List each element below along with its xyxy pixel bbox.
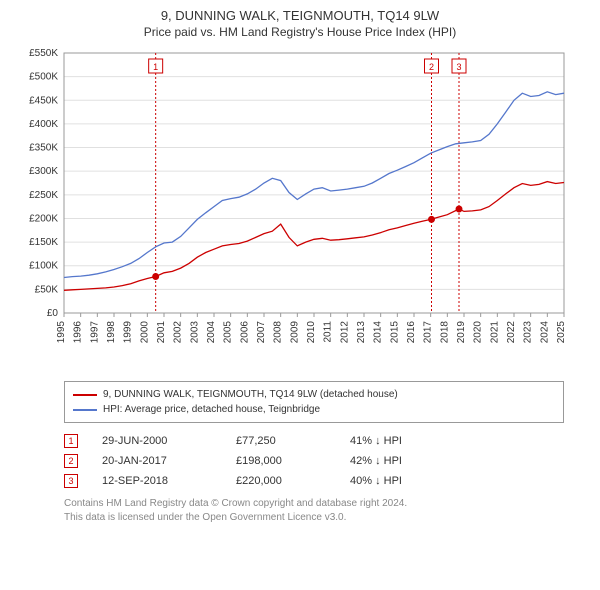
transaction-marker: 1 bbox=[64, 434, 78, 448]
footer-line-2: This data is licensed under the Open Gov… bbox=[64, 511, 588, 525]
legend-label: HPI: Average price, detached house, Teig… bbox=[103, 402, 320, 417]
svg-text:1: 1 bbox=[153, 62, 158, 72]
title-address: 9, DUNNING WALK, TEIGNMOUTH, TQ14 9LW bbox=[12, 8, 588, 23]
price-chart: £0 £50K £100K £150K £200K £250K £300K £350K £400… bbox=[12, 45, 588, 375]
svg-text:2: 2 bbox=[429, 62, 434, 72]
svg-text:2003: 2003 bbox=[189, 321, 200, 344]
legend-item: 9, DUNNING WALK, TEIGNMOUTH, TQ14 9LW (d… bbox=[73, 387, 555, 402]
svg-text:2018: 2018 bbox=[439, 321, 450, 344]
svg-text:£450K: £450K bbox=[29, 95, 58, 106]
svg-text:2002: 2002 bbox=[173, 321, 184, 344]
svg-text:2023: 2023 bbox=[523, 321, 534, 344]
transaction-date: 29-JUN-2000 bbox=[102, 435, 212, 447]
svg-text:£0: £0 bbox=[47, 308, 59, 319]
chart-container: 9, DUNNING WALK, TEIGNMOUTH, TQ14 9LW Pr… bbox=[0, 0, 600, 533]
title-subtitle: Price paid vs. HM Land Registry's House … bbox=[12, 25, 588, 39]
transaction-marker: 2 bbox=[64, 454, 78, 468]
svg-text:1996: 1996 bbox=[73, 321, 84, 344]
chart-area: £0 £50K £100K £150K £200K £250K £300K £350K £400… bbox=[12, 45, 588, 375]
svg-text:£250K: £250K bbox=[29, 190, 58, 201]
svg-text:£150K: £150K bbox=[29, 237, 58, 248]
legend: 9, DUNNING WALK, TEIGNMOUTH, TQ14 9LW (d… bbox=[64, 381, 564, 423]
svg-text:3: 3 bbox=[456, 62, 461, 72]
svg-text:2021: 2021 bbox=[489, 321, 500, 344]
legend-label: 9, DUNNING WALK, TEIGNMOUTH, TQ14 9LW (d… bbox=[103, 387, 398, 402]
transaction-delta: 40% ↓ HPI bbox=[350, 475, 450, 487]
transaction-date: 20-JAN-2017 bbox=[102, 455, 212, 467]
svg-text:2006: 2006 bbox=[239, 321, 250, 344]
svg-text:2000: 2000 bbox=[139, 321, 150, 344]
svg-text:2010: 2010 bbox=[306, 321, 317, 344]
footer-line-1: Contains HM Land Registry data © Crown c… bbox=[64, 497, 588, 511]
transaction-price: £77,250 bbox=[236, 435, 326, 447]
svg-text:2017: 2017 bbox=[423, 321, 434, 344]
svg-text:£50K: £50K bbox=[35, 284, 59, 295]
svg-text:2013: 2013 bbox=[356, 321, 367, 344]
svg-text:2014: 2014 bbox=[373, 321, 384, 344]
svg-text:2005: 2005 bbox=[223, 321, 234, 344]
svg-text:£550K: £550K bbox=[29, 48, 58, 59]
transaction-row: 1 29-JUN-2000 £77,250 41% ↓ HPI bbox=[64, 431, 564, 451]
svg-text:2015: 2015 bbox=[389, 321, 400, 344]
svg-text:£200K: £200K bbox=[29, 213, 58, 224]
legend-swatch bbox=[73, 394, 97, 396]
svg-text:2004: 2004 bbox=[206, 321, 217, 344]
svg-text:2025: 2025 bbox=[556, 321, 567, 344]
titles: 9, DUNNING WALK, TEIGNMOUTH, TQ14 9LW Pr… bbox=[12, 8, 588, 39]
svg-text:2011: 2011 bbox=[323, 321, 334, 343]
svg-text:2019: 2019 bbox=[456, 321, 467, 344]
svg-text:2008: 2008 bbox=[273, 321, 284, 344]
svg-text:2007: 2007 bbox=[256, 321, 267, 344]
svg-text:2001: 2001 bbox=[156, 321, 167, 344]
footer-attribution: Contains HM Land Registry data © Crown c… bbox=[64, 497, 588, 525]
svg-text:£300K: £300K bbox=[29, 166, 58, 177]
svg-text:1995: 1995 bbox=[56, 321, 67, 344]
svg-text:2022: 2022 bbox=[506, 321, 517, 344]
transaction-price: £220,000 bbox=[236, 475, 326, 487]
legend-swatch bbox=[73, 409, 97, 411]
svg-text:1999: 1999 bbox=[123, 321, 134, 344]
transaction-delta: 41% ↓ HPI bbox=[350, 435, 450, 447]
svg-text:2020: 2020 bbox=[473, 321, 484, 344]
svg-text:2012: 2012 bbox=[339, 321, 350, 344]
svg-text:£100K: £100K bbox=[29, 261, 58, 272]
svg-text:1997: 1997 bbox=[89, 321, 100, 344]
svg-text:2024: 2024 bbox=[539, 321, 550, 344]
transaction-price: £198,000 bbox=[236, 455, 326, 467]
svg-text:2016: 2016 bbox=[406, 321, 417, 344]
transaction-date: 12-SEP-2018 bbox=[102, 475, 212, 487]
transaction-delta: 42% ↓ HPI bbox=[350, 455, 450, 467]
transactions-table: 1 29-JUN-2000 £77,250 41% ↓ HPI 2 20-JAN-2017… bbox=[64, 431, 564, 491]
legend-item: HPI: Average price, detached house, Teig… bbox=[73, 402, 555, 417]
transaction-row: 2 20-JAN-2017 £198,000 42% ↓ HPI bbox=[64, 451, 564, 471]
transaction-marker: 3 bbox=[64, 474, 78, 488]
transaction-row: 3 12-SEP-2018 £220,000 40% ↓ HPI bbox=[64, 471, 564, 491]
svg-text:£400K: £400K bbox=[29, 119, 58, 130]
svg-text:1998: 1998 bbox=[106, 321, 117, 344]
svg-text:£500K: £500K bbox=[29, 72, 58, 83]
svg-text:2009: 2009 bbox=[289, 321, 300, 344]
svg-text:£350K: £350K bbox=[29, 143, 58, 154]
